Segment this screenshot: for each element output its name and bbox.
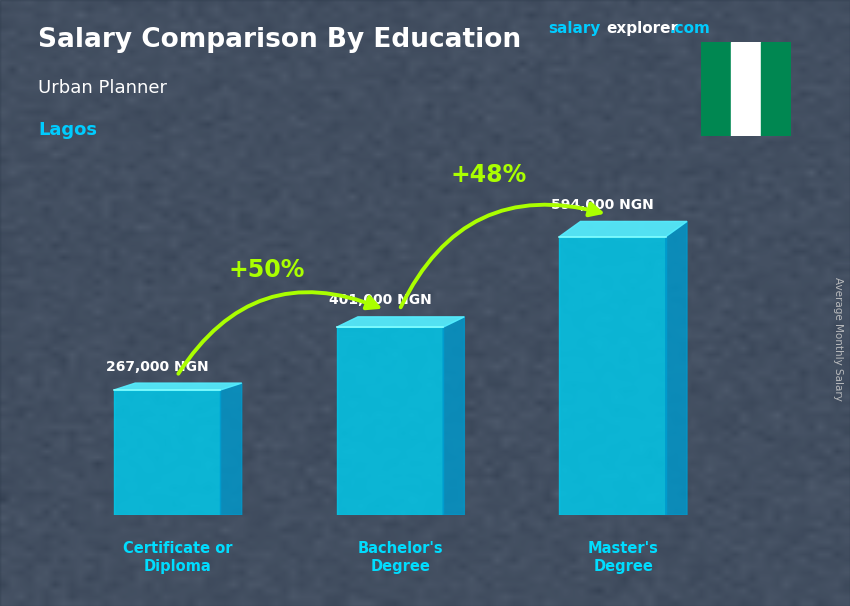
Text: +50%: +50%: [228, 258, 304, 282]
Polygon shape: [114, 383, 241, 390]
Text: explorer: explorer: [606, 21, 678, 36]
Polygon shape: [337, 317, 464, 327]
Bar: [114, 390, 220, 515]
Bar: [761, 42, 790, 136]
Text: Certificate or
Diploma: Certificate or Diploma: [123, 541, 233, 574]
Bar: [337, 327, 443, 515]
Text: Bachelor's
Degree: Bachelor's Degree: [358, 541, 444, 574]
Text: 401,000 NGN: 401,000 NGN: [329, 293, 432, 307]
Polygon shape: [666, 221, 687, 515]
Polygon shape: [559, 221, 687, 237]
Bar: [701, 42, 731, 136]
Polygon shape: [220, 383, 241, 515]
Bar: [559, 237, 666, 515]
Text: Lagos: Lagos: [38, 121, 97, 139]
Text: Salary Comparison By Education: Salary Comparison By Education: [38, 27, 521, 53]
Polygon shape: [443, 317, 464, 515]
Text: Urban Planner: Urban Planner: [38, 79, 167, 97]
Text: Average Monthly Salary: Average Monthly Salary: [833, 278, 843, 401]
Text: Master's
Degree: Master's Degree: [587, 541, 659, 574]
Text: salary: salary: [548, 21, 601, 36]
Text: +48%: +48%: [450, 162, 527, 187]
Text: .com: .com: [670, 21, 711, 36]
Text: 267,000 NGN: 267,000 NGN: [106, 360, 209, 374]
Text: 594,000 NGN: 594,000 NGN: [552, 198, 654, 212]
Bar: [731, 42, 761, 136]
